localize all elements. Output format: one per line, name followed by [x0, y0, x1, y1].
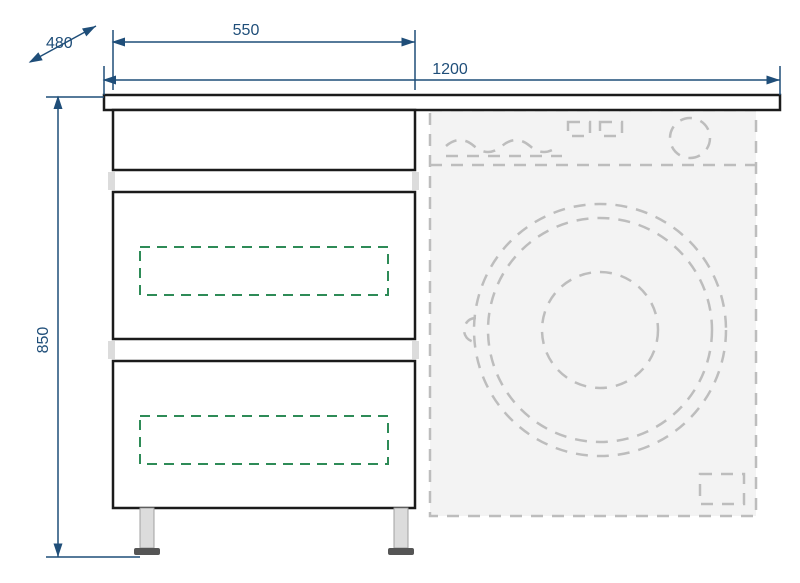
drawer-middle — [113, 192, 415, 339]
cabinet-leg-left — [134, 508, 160, 555]
technical-drawing: 480 550 1200 850 — [0, 0, 800, 583]
drawer-bottom — [113, 361, 415, 508]
drawer-top — [113, 110, 415, 170]
dim-cabinet-width-label: 550 — [233, 22, 260, 39]
worktop — [104, 95, 780, 110]
dim-depth: 480 — [30, 26, 96, 62]
cabinet — [108, 110, 419, 555]
dim-height-label: 850 — [35, 327, 52, 354]
dim-total-width-label: 1200 — [432, 61, 468, 78]
dim-depth-label: 480 — [46, 35, 73, 52]
cabinet-leg-right — [388, 508, 414, 555]
dim-total-width: 1200 — [104, 61, 780, 95]
washing-machine — [430, 110, 756, 516]
